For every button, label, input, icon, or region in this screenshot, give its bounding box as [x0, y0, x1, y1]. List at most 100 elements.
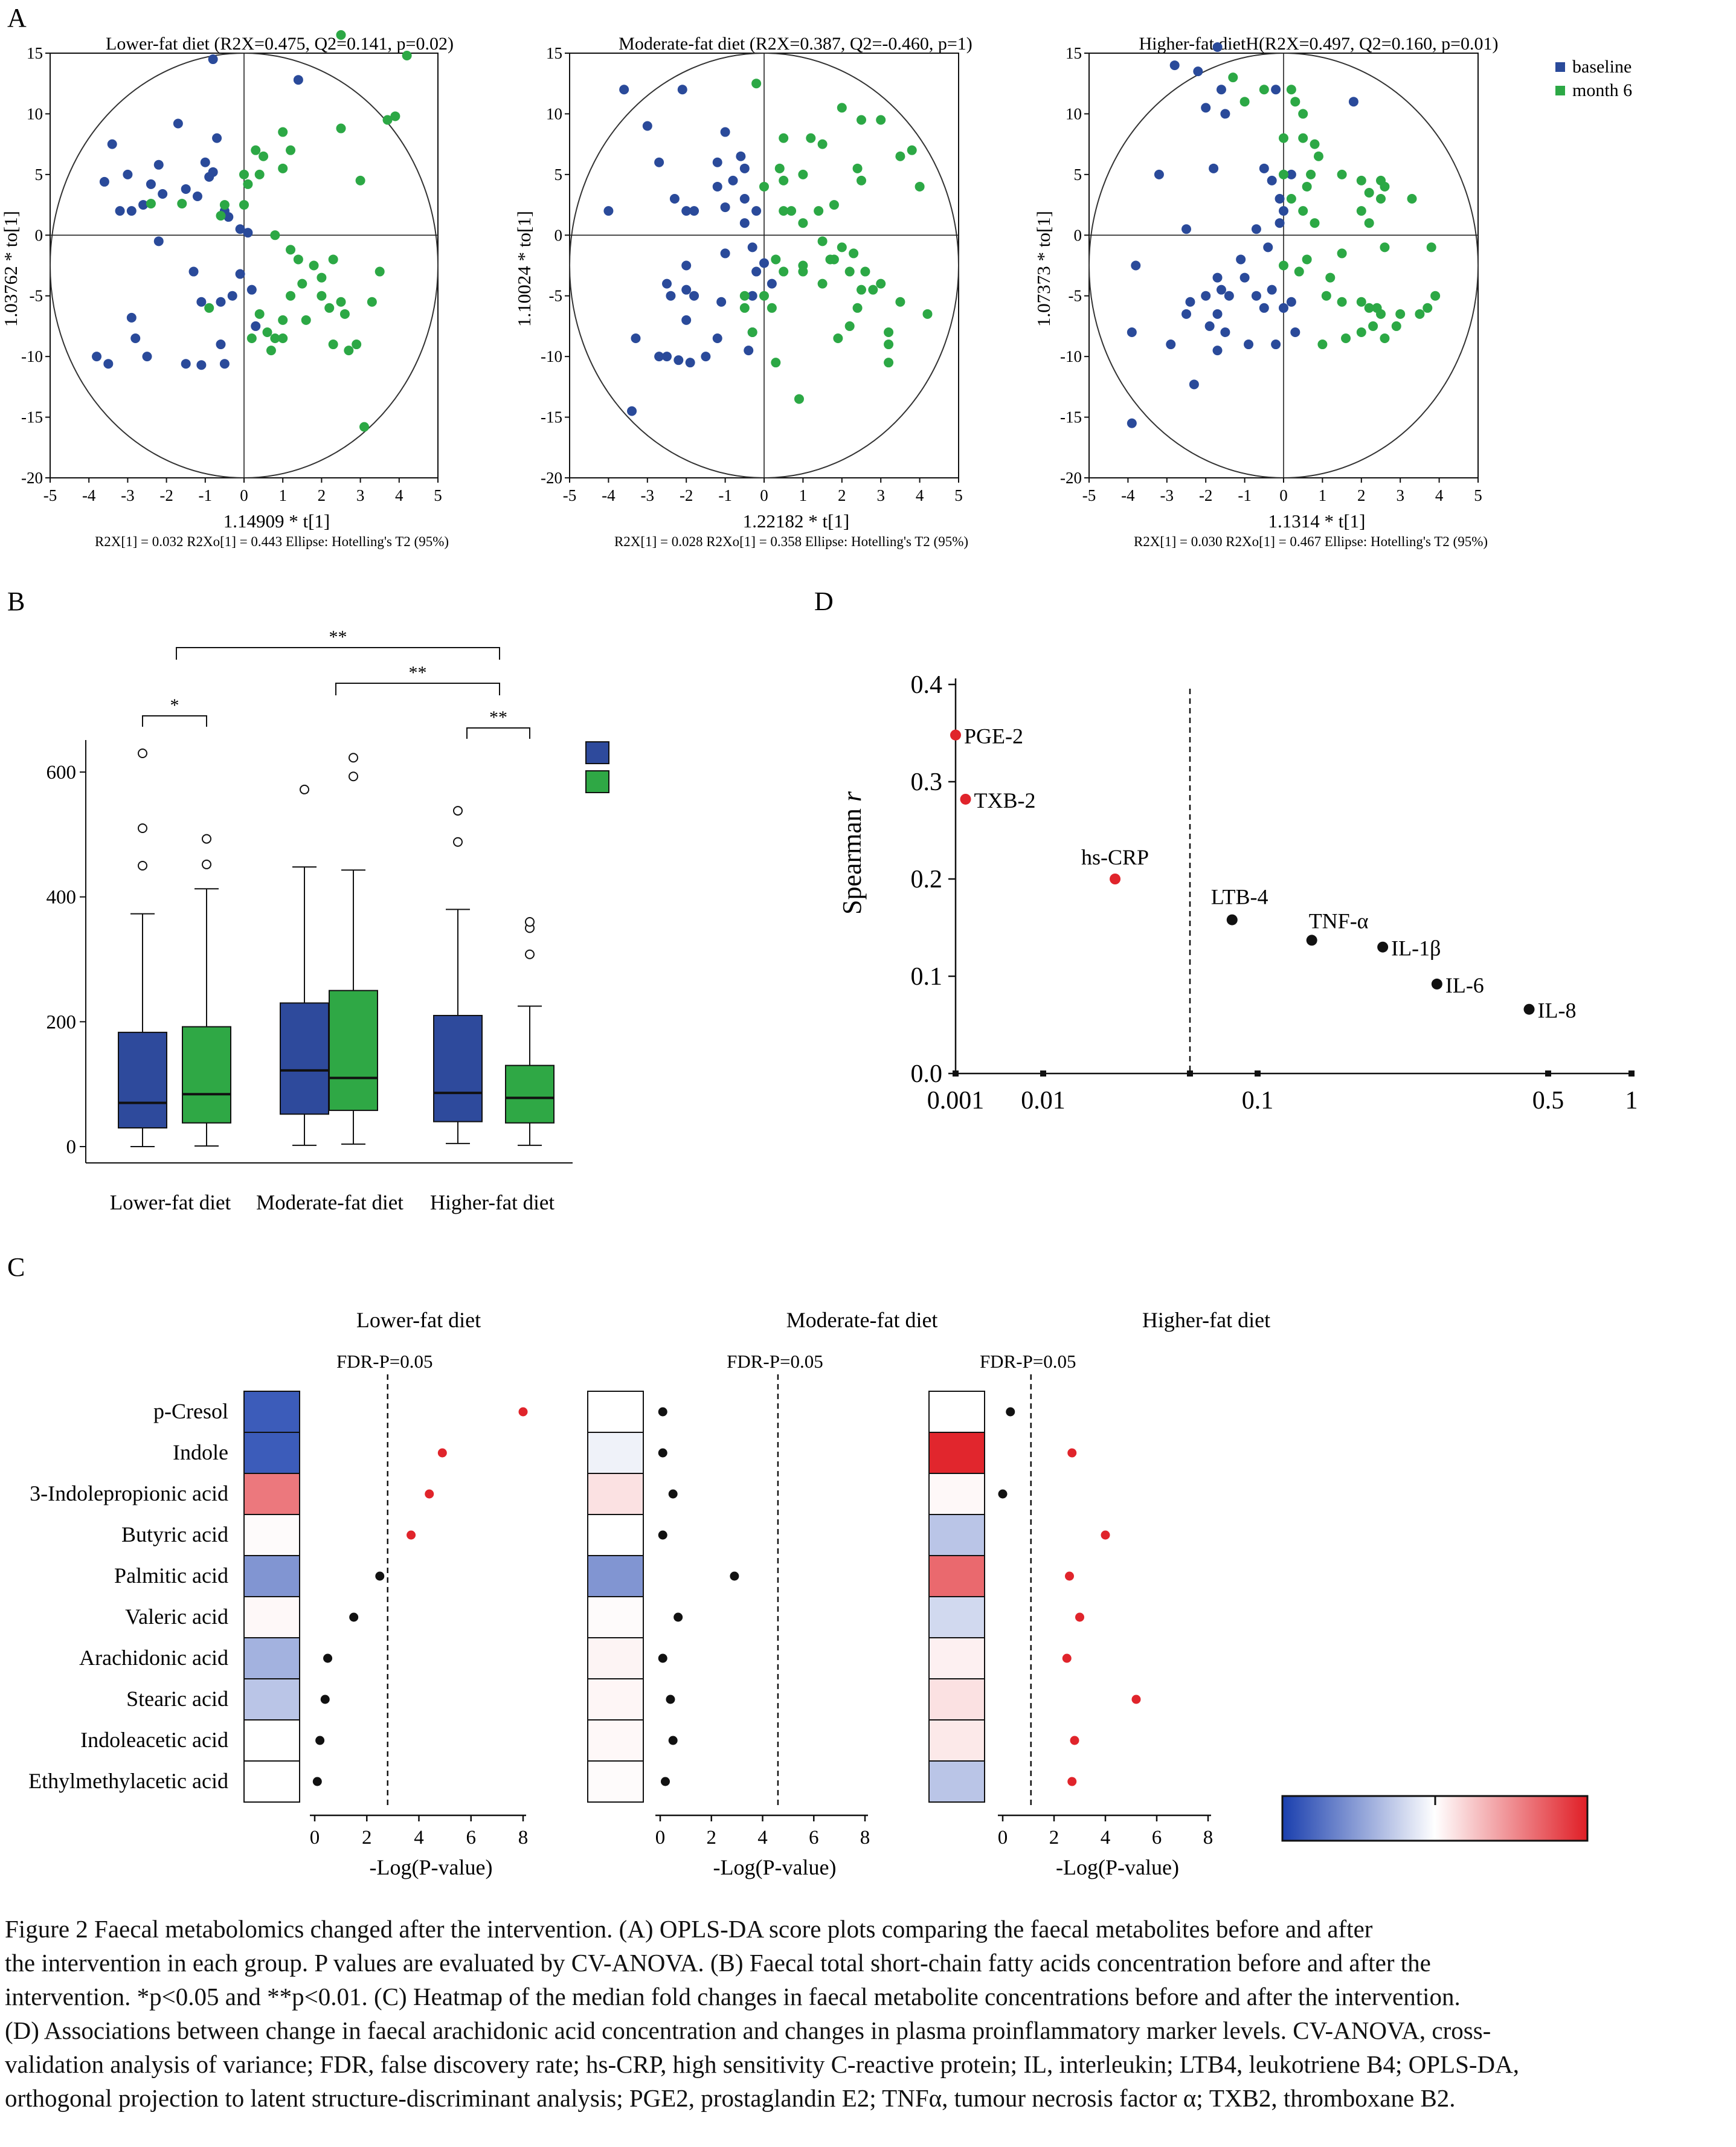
data-point-month6 — [1364, 303, 1374, 313]
data-point-month6 — [243, 179, 253, 189]
x-tick-label: 0.01 — [1021, 1087, 1066, 1115]
data-point-baseline — [235, 269, 245, 279]
data-point-baseline — [212, 133, 222, 143]
data-point-baseline — [1212, 346, 1223, 356]
data-point-baseline — [1181, 309, 1191, 319]
y-tick-label: -10 — [21, 347, 43, 365]
significance-dot — [1067, 1448, 1077, 1458]
data-point-month6 — [177, 199, 187, 209]
data-point-baseline — [208, 54, 218, 65]
marker-label: TXB-2 — [974, 788, 1036, 813]
panel-b-legend — [585, 741, 609, 793]
data-point-month6 — [1356, 175, 1366, 185]
data-point-month6 — [1368, 321, 1378, 331]
metabolite-label: p-Cresol — [153, 1399, 228, 1423]
marker-label: PGE-2 — [964, 724, 1023, 748]
significance-dot — [658, 1530, 667, 1540]
significance-dot — [674, 1612, 683, 1622]
x-tick-threshold — [1187, 1070, 1193, 1077]
dot-x-tick-label: 2 — [1049, 1827, 1059, 1849]
data-point-baseline — [92, 352, 102, 362]
legend-label-baseline: baseline — [1572, 57, 1632, 77]
data-point-baseline — [126, 312, 137, 323]
x-tick-label: -2 — [680, 486, 693, 504]
significance-dot — [320, 1695, 330, 1704]
data-point-month6 — [1294, 266, 1304, 277]
dot-x-tick-label: 8 — [518, 1827, 529, 1849]
y-tick-label: 15 — [27, 44, 43, 62]
marker-point — [1226, 914, 1238, 925]
data-point-month6 — [833, 333, 843, 344]
data-point-month6 — [884, 358, 894, 368]
x-tick-label: 5 — [434, 486, 442, 504]
data-point-month6 — [825, 254, 835, 265]
dot-x-tick-label: 0 — [655, 1827, 666, 1849]
panel-a-plot-2: Moderate-fat diet (R2X=0.387, Q2=-0.460,… — [513, 34, 972, 549]
x-tick — [1255, 1070, 1261, 1077]
y-tick-label: 0.4 — [911, 671, 943, 699]
data-point-month6 — [286, 291, 296, 301]
data-point-baseline — [712, 333, 722, 344]
panel-label-c: C — [7, 1252, 25, 1282]
dot-x-tick-label: 4 — [1101, 1827, 1111, 1849]
x-tick-label: 1 — [1319, 486, 1327, 504]
data-point-month6 — [278, 333, 288, 344]
data-point-baseline — [689, 291, 699, 301]
data-point-month6 — [922, 309, 933, 319]
x-axis-label: 1.1314 * t[1] — [1268, 510, 1365, 532]
data-point-baseline — [685, 358, 695, 368]
data-point-baseline — [1127, 327, 1137, 337]
data-point-month6 — [837, 103, 847, 113]
metabolite-label: Indole — [173, 1440, 228, 1464]
data-point-month6 — [739, 291, 750, 301]
data-point-month6 — [1395, 309, 1406, 319]
data-point-month6 — [344, 346, 354, 356]
data-point-month6 — [798, 218, 808, 228]
data-point-month6 — [239, 169, 249, 179]
panel-b-boxplot: 0 200 400 600 Lower-fat diet Moderate-fat die… — [47, 627, 609, 1214]
data-point-baseline — [1212, 272, 1223, 283]
data-point-baseline — [1271, 85, 1281, 95]
x-tick-label: -1 — [199, 486, 213, 504]
y-axis-label-r: r — [837, 791, 867, 802]
outlier-baseline — [138, 748, 147, 758]
x-tick-label: -2 — [1199, 486, 1213, 504]
data-point-baseline — [712, 157, 722, 167]
data-point-month6 — [1317, 340, 1328, 350]
data-point-month6 — [817, 139, 828, 149]
data-point-baseline — [603, 206, 614, 216]
x-tick-label: 5 — [954, 486, 963, 504]
data-point-baseline — [1169, 60, 1180, 71]
data-point-month6 — [852, 303, 863, 313]
data-point-baseline — [1251, 224, 1261, 234]
significance-dot — [730, 1571, 739, 1581]
data-point-baseline — [1263, 242, 1273, 253]
y-tick-label: -15 — [21, 408, 43, 427]
data-point-month6 — [860, 266, 870, 277]
data-point-baseline — [1224, 291, 1234, 301]
data-point-baseline — [192, 192, 202, 202]
x-tick-label: 0 — [1279, 486, 1288, 504]
data-point-baseline — [681, 285, 692, 295]
outlier-baseline — [300, 784, 309, 794]
data-point-month6 — [1380, 242, 1390, 253]
data-point-baseline — [759, 258, 769, 268]
heatmap-cell — [928, 1719, 985, 1762]
heatmap-cell — [243, 1514, 300, 1556]
data-point-baseline — [153, 236, 164, 246]
data-point-month6 — [767, 303, 777, 313]
data-point-baseline — [1220, 327, 1230, 337]
data-point-month6 — [1380, 333, 1390, 344]
data-point-month6 — [829, 200, 839, 210]
data-point-baseline — [1259, 303, 1269, 313]
marker-point — [1431, 978, 1442, 990]
x-tick-label: 2 — [318, 486, 326, 504]
y-tick-label: -5 — [549, 287, 563, 305]
category-label: Lower-fat diet — [110, 1191, 231, 1214]
significance-dot — [666, 1695, 675, 1704]
x-tick — [1545, 1070, 1551, 1077]
heatmap-cell — [243, 1596, 300, 1638]
heatmap-cell — [587, 1760, 644, 1803]
heatmap-cell — [243, 1473, 300, 1515]
data-point-month6 — [837, 242, 847, 253]
